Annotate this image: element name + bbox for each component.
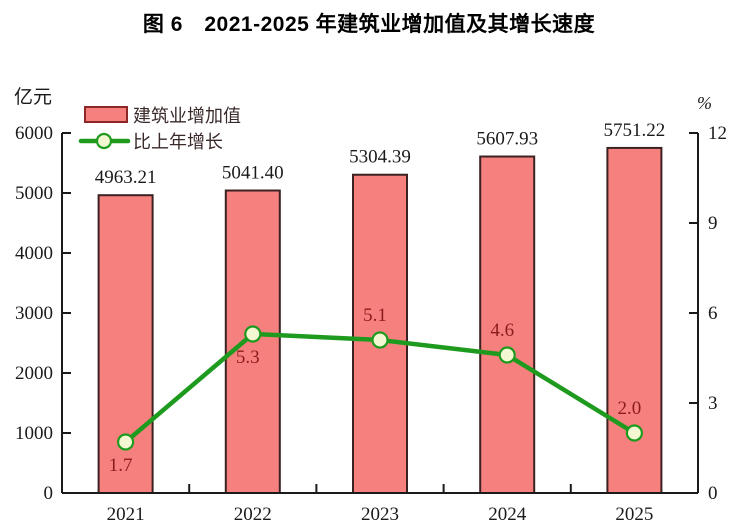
legend-line-marker xyxy=(95,132,113,150)
right-axis-tick-label: 3 xyxy=(708,393,718,414)
line-value-label: 2.0 xyxy=(618,398,642,419)
growth-marker-2021 xyxy=(116,433,135,451)
left-axis-tick-label: 6000 xyxy=(15,123,53,144)
right-axis-tick-label: 12 xyxy=(708,123,727,144)
x-axis-label: 2021 xyxy=(107,504,145,525)
left-axis-tick-label: 3000 xyxy=(15,303,53,324)
bar-value-label: 5751.22 xyxy=(604,120,666,141)
line-value-label: 1.7 xyxy=(109,455,133,476)
growth-marker-2022 xyxy=(244,325,262,343)
bar-2024 xyxy=(479,155,536,494)
left-axis-tick-label: 1000 xyxy=(15,423,53,444)
chart-title: 图 6 2021-2025 年建筑业增加值及其增长速度 xyxy=(142,13,596,36)
legend-bar-swatch xyxy=(84,106,128,123)
x-axis-label: 2023 xyxy=(361,504,399,525)
growth-marker-2023 xyxy=(371,331,389,349)
bar-value-label: 5607.93 xyxy=(476,129,538,150)
right-axis-tick-label: 9 xyxy=(708,213,718,234)
right-axis-unit-label: % xyxy=(697,93,712,113)
bar-value-label: 5041.40 xyxy=(222,163,284,184)
left-axis-unit-label: 亿元 xyxy=(14,86,52,108)
bar-value-label: 5304.39 xyxy=(349,147,411,168)
line-value-label: 4.6 xyxy=(490,320,514,341)
left-axis-tick-label: 5000 xyxy=(15,183,53,204)
line-value-label: 5.1 xyxy=(363,305,387,326)
right-axis-tick-label: 6 xyxy=(708,303,718,324)
growth-marker-2024 xyxy=(498,346,516,364)
legend-label-bars: 建筑业增加值 xyxy=(133,106,241,126)
left-axis-tick-label: 0 xyxy=(44,483,54,504)
bar-value-label: 4963.21 xyxy=(95,167,157,188)
line-value-label: 5.3 xyxy=(236,347,260,368)
legend-label-line: 比上年增长 xyxy=(133,132,223,152)
x-axis-label: 2024 xyxy=(488,504,527,525)
left-axis-tick-label: 2000 xyxy=(15,363,53,384)
left-axis-tick-label: 4000 xyxy=(15,243,53,264)
growth-marker-2025 xyxy=(625,424,644,442)
right-axis-tick-label: 0 xyxy=(708,483,718,504)
x-axis-label: 2022 xyxy=(234,504,272,525)
x-axis-label: 2025 xyxy=(615,504,653,525)
